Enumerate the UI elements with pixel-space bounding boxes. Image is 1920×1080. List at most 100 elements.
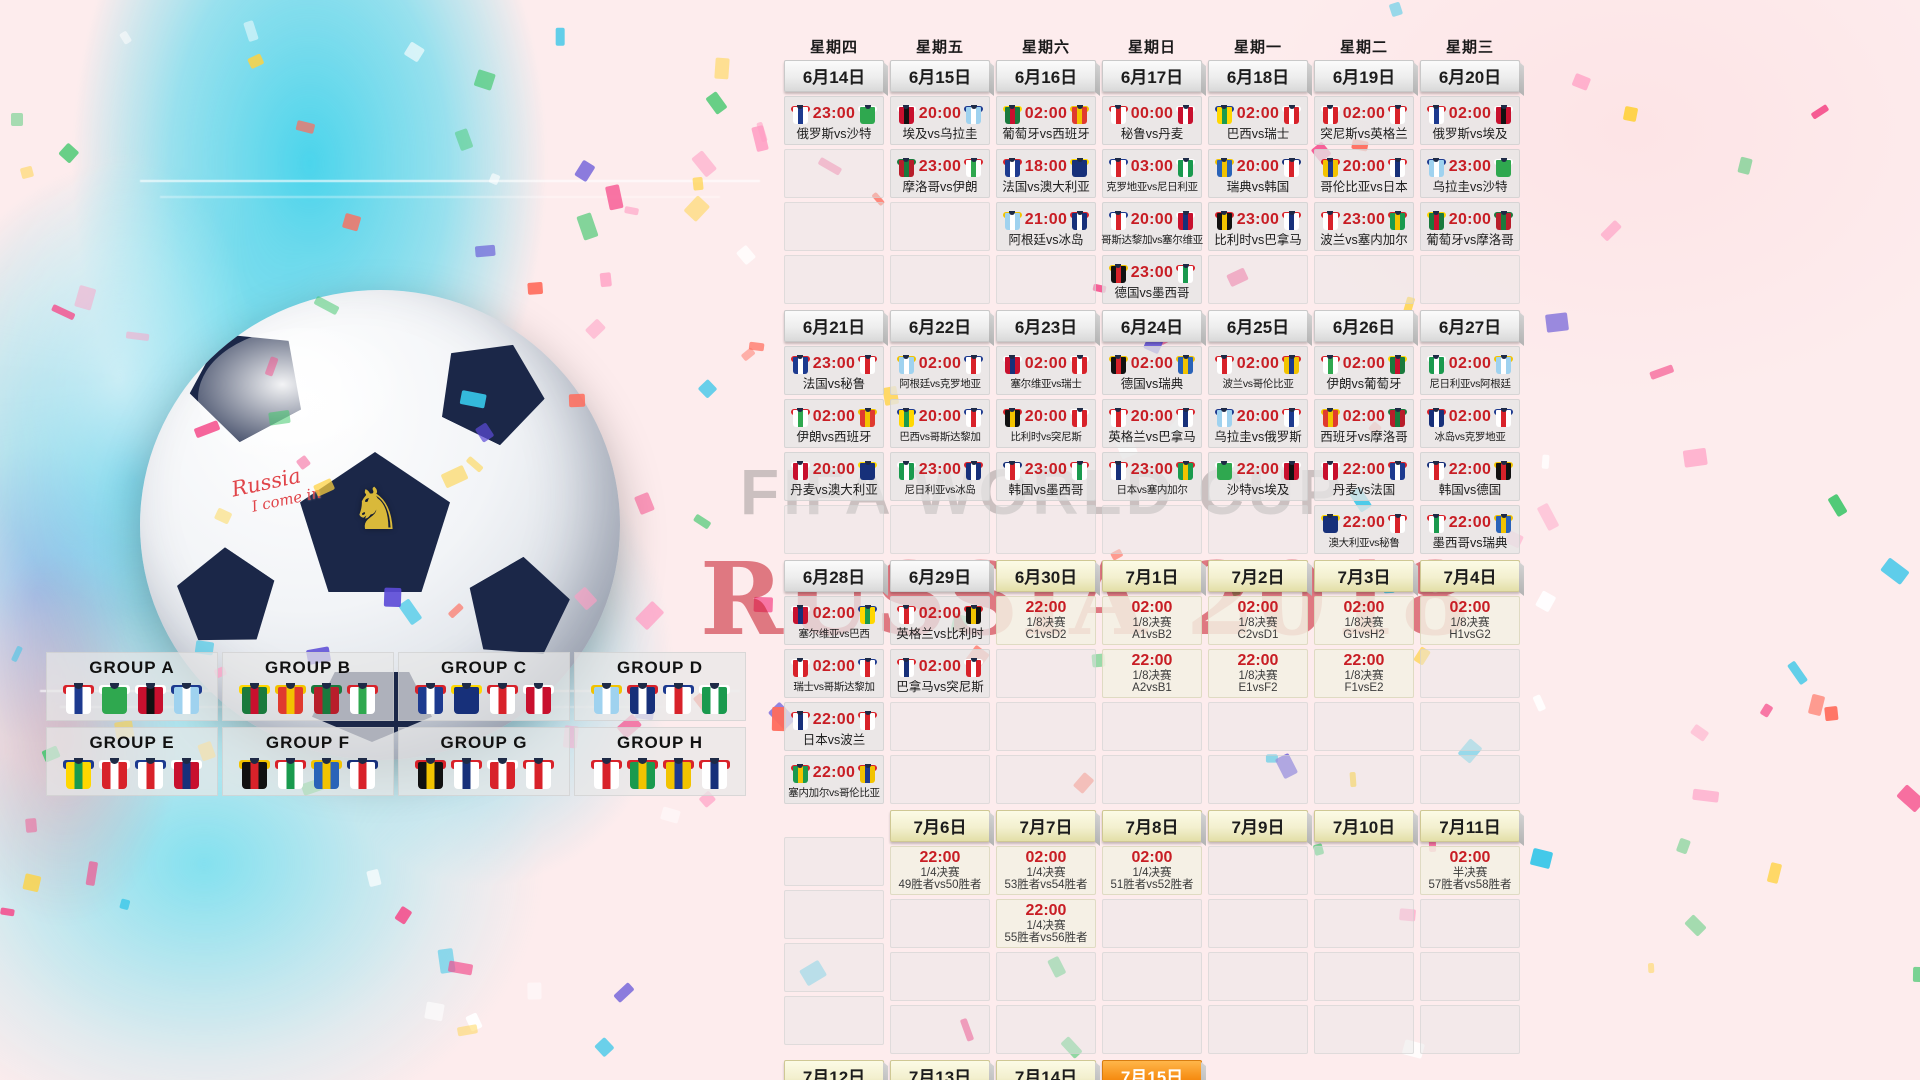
match-card[interactable]: 02:00 巴拿马vs突尼斯 bbox=[890, 649, 990, 698]
match-card[interactable]: 02:00 俄罗斯vs埃及 bbox=[1420, 96, 1520, 145]
match-card[interactable]: 20:00 巴西vs哥斯达黎加 bbox=[890, 399, 990, 448]
match-card[interactable]: 22:00 澳大利亚vs秘鲁 bbox=[1314, 505, 1414, 554]
knockout-match-card[interactable]: 22:00 1/8决赛 A2vsB1 bbox=[1102, 649, 1202, 698]
match-card[interactable]: 23:00 比利时vs巴拿马 bbox=[1208, 202, 1308, 251]
date-header[interactable]: 7月4日 bbox=[1420, 560, 1520, 592]
knockout-match-card[interactable]: 22:00 1/8决赛 F1vsE2 bbox=[1314, 649, 1414, 698]
match-card[interactable]: 02:00 西班牙vs摩洛哥 bbox=[1314, 399, 1414, 448]
date-header[interactable]: 7月8日 bbox=[1102, 810, 1202, 842]
date-header[interactable]: 7月11日 bbox=[1420, 810, 1520, 842]
group-card-group-a[interactable]: GROUP A bbox=[46, 652, 218, 721]
date-header[interactable]: 7月15日 bbox=[1102, 1060, 1202, 1080]
match-card[interactable]: 23:00 日本vs塞内加尔 bbox=[1102, 452, 1202, 501]
match-card[interactable]: 20:00 瑞典vs韩国 bbox=[1208, 149, 1308, 198]
match-card[interactable]: 20:00 比利时vs突尼斯 bbox=[996, 399, 1096, 448]
match-card[interactable]: 22:00 墨西哥vs瑞典 bbox=[1420, 505, 1520, 554]
knockout-match-card[interactable]: 02:00 1/4决赛 51胜者vs52胜者 bbox=[1102, 846, 1202, 895]
match-card[interactable]: 02:00 塞尔维亚vs巴西 bbox=[784, 596, 884, 645]
match-card[interactable]: 22:00 塞内加尔vs哥伦比亚 bbox=[784, 755, 884, 804]
date-header[interactable]: 6月21日 bbox=[784, 310, 884, 342]
match-card[interactable]: 02:00 冰岛vs克罗地亚 bbox=[1420, 399, 1520, 448]
date-header[interactable]: 6月22日 bbox=[890, 310, 990, 342]
match-card[interactable]: 02:00 伊朗vs葡萄牙 bbox=[1314, 346, 1414, 395]
date-header[interactable]: 6月26日 bbox=[1314, 310, 1414, 342]
date-header[interactable]: 6月14日 bbox=[784, 60, 884, 92]
knockout-match-card[interactable]: 02:00 1/8决赛 C2vsD1 bbox=[1208, 596, 1308, 645]
date-header[interactable]: 7月10日 bbox=[1314, 810, 1414, 842]
date-header[interactable]: 6月16日 bbox=[996, 60, 1096, 92]
date-header[interactable]: 6月17日 bbox=[1102, 60, 1202, 92]
group-card-group-c[interactable]: GROUP C bbox=[398, 652, 570, 721]
match-card[interactable]: 23:00 波兰vs塞内加尔 bbox=[1314, 202, 1414, 251]
date-header[interactable]: 6月29日 bbox=[890, 560, 990, 592]
match-card[interactable]: 02:00 瑞士vs哥斯达黎加 bbox=[784, 649, 884, 698]
date-header[interactable]: 6月24日 bbox=[1102, 310, 1202, 342]
match-card[interactable]: 23:00 俄罗斯vs沙特 bbox=[784, 96, 884, 145]
date-header[interactable]: 7月9日 bbox=[1208, 810, 1308, 842]
match-card[interactable]: 03:00 克罗地亚vs尼日利亚 bbox=[1102, 149, 1202, 198]
match-card[interactable]: 23:00 乌拉圭vs沙特 bbox=[1420, 149, 1520, 198]
date-header[interactable]: 6月27日 bbox=[1420, 310, 1520, 342]
date-header[interactable]: 6月30日 bbox=[996, 560, 1096, 592]
date-header[interactable]: 6月18日 bbox=[1208, 60, 1308, 92]
date-header[interactable]: 7月6日 bbox=[890, 810, 990, 842]
match-card[interactable]: 20:00 葡萄牙vs摩洛哥 bbox=[1420, 202, 1520, 251]
match-card[interactable]: 02:00 突尼斯vs英格兰 bbox=[1314, 96, 1414, 145]
date-header[interactable]: 6月15日 bbox=[890, 60, 990, 92]
match-card[interactable]: 02:00 巴西vs瑞士 bbox=[1208, 96, 1308, 145]
date-header[interactable]: 6月28日 bbox=[784, 560, 884, 592]
match-card[interactable]: 22:00 沙特vs埃及 bbox=[1208, 452, 1308, 501]
knockout-match-card[interactable]: 22:00 1/4决赛 55胜者vs56胜者 bbox=[996, 899, 1096, 948]
knockout-match-card[interactable]: 22:00 1/4决赛 49胜者vs50胜者 bbox=[890, 846, 990, 895]
group-card-group-g[interactable]: GROUP G bbox=[398, 727, 570, 796]
match-card[interactable]: 02:00 阿根廷vs克罗地亚 bbox=[890, 346, 990, 395]
match-card[interactable]: 20:00 丹麦vs澳大利亚 bbox=[784, 452, 884, 501]
match-card[interactable]: 02:00 尼日利亚vs阿根廷 bbox=[1420, 346, 1520, 395]
date-header[interactable]: 7月13日 bbox=[890, 1060, 990, 1080]
date-header[interactable]: 7月7日 bbox=[996, 810, 1096, 842]
group-card-group-f[interactable]: GROUP F bbox=[222, 727, 394, 796]
match-card[interactable]: 22:00 丹麦vs法国 bbox=[1314, 452, 1414, 501]
match-card[interactable]: 22:00 日本vs波兰 bbox=[784, 702, 884, 751]
match-card[interactable]: 23:00 摩洛哥vs伊朗 bbox=[890, 149, 990, 198]
match-card[interactable]: 02:00 英格兰vs比利时 bbox=[890, 596, 990, 645]
date-header[interactable]: 6月23日 bbox=[996, 310, 1096, 342]
match-card[interactable]: 20:00 哥伦比亚vs日本 bbox=[1314, 149, 1414, 198]
match-card[interactable]: 02:00 塞尔维亚vs瑞士 bbox=[996, 346, 1096, 395]
match-card[interactable]: 23:00 德国vs墨西哥 bbox=[1102, 255, 1202, 304]
match-card[interactable]: 20:00 埃及vs乌拉圭 bbox=[890, 96, 990, 145]
knockout-match-card[interactable]: 22:00 1/8决赛 C1vsD2 bbox=[996, 596, 1096, 645]
date-header[interactable]: 6月20日 bbox=[1420, 60, 1520, 92]
match-card[interactable]: 23:00 尼日利亚vs冰岛 bbox=[890, 452, 990, 501]
match-card[interactable]: 02:00 德国vs瑞典 bbox=[1102, 346, 1202, 395]
match-card[interactable]: 18:00 法国vs澳大利亚 bbox=[996, 149, 1096, 198]
match-card[interactable]: 20:00 英格兰vs巴拿马 bbox=[1102, 399, 1202, 448]
date-header[interactable]: 6月19日 bbox=[1314, 60, 1414, 92]
date-header[interactable]: 7月14日 bbox=[996, 1060, 1096, 1080]
match-card[interactable]: 00:00 秘鲁vs丹麦 bbox=[1102, 96, 1202, 145]
match-card[interactable]: 02:00 葡萄牙vs西班牙 bbox=[996, 96, 1096, 145]
match-card[interactable]: 23:00 法国vs秘鲁 bbox=[784, 346, 884, 395]
date-header[interactable]: 7月3日 bbox=[1314, 560, 1414, 592]
group-card-group-e[interactable]: GROUP E bbox=[46, 727, 218, 796]
match-card[interactable]: 02:00 伊朗vs西班牙 bbox=[784, 399, 884, 448]
knockout-match-card[interactable]: 22:00 1/8决赛 E1vsF2 bbox=[1208, 649, 1308, 698]
date-header[interactable]: 7月12日 bbox=[784, 1060, 884, 1080]
knockout-match-card[interactable]: 02:00 1/8决赛 G1vsH2 bbox=[1314, 596, 1414, 645]
match-card[interactable]: 21:00 阿根廷vs冰岛 bbox=[996, 202, 1096, 251]
match-card[interactable]: 22:00 韩国vs德国 bbox=[1420, 452, 1520, 501]
match-card[interactable]: 02:00 波兰vs哥伦比亚 bbox=[1208, 346, 1308, 395]
date-header[interactable]: 7月2日 bbox=[1208, 560, 1308, 592]
date-header[interactable]: 6月25日 bbox=[1208, 310, 1308, 342]
match-card[interactable]: 20:00 哥斯达黎加vs塞尔维亚 bbox=[1101, 202, 1203, 251]
group-card-group-b[interactable]: GROUP B bbox=[222, 652, 394, 721]
group-card-group-d[interactable]: GROUP D bbox=[574, 652, 746, 721]
knockout-match-card[interactable]: 02:00 半决赛 57胜者vs58胜者 bbox=[1420, 846, 1520, 895]
group-card-group-h[interactable]: GROUP H bbox=[574, 727, 746, 796]
knockout-match-card[interactable]: 02:00 1/8决赛 A1vsB2 bbox=[1102, 596, 1202, 645]
match-card[interactable]: 23:00 韩国vs墨西哥 bbox=[996, 452, 1096, 501]
date-header[interactable]: 7月1日 bbox=[1102, 560, 1202, 592]
knockout-match-card[interactable]: 02:00 1/4决赛 53胜者vs54胜者 bbox=[996, 846, 1096, 895]
match-card[interactable]: 20:00 乌拉圭vs俄罗斯 bbox=[1208, 399, 1308, 448]
knockout-match-card[interactable]: 02:00 1/8决赛 H1vsG2 bbox=[1420, 596, 1520, 645]
